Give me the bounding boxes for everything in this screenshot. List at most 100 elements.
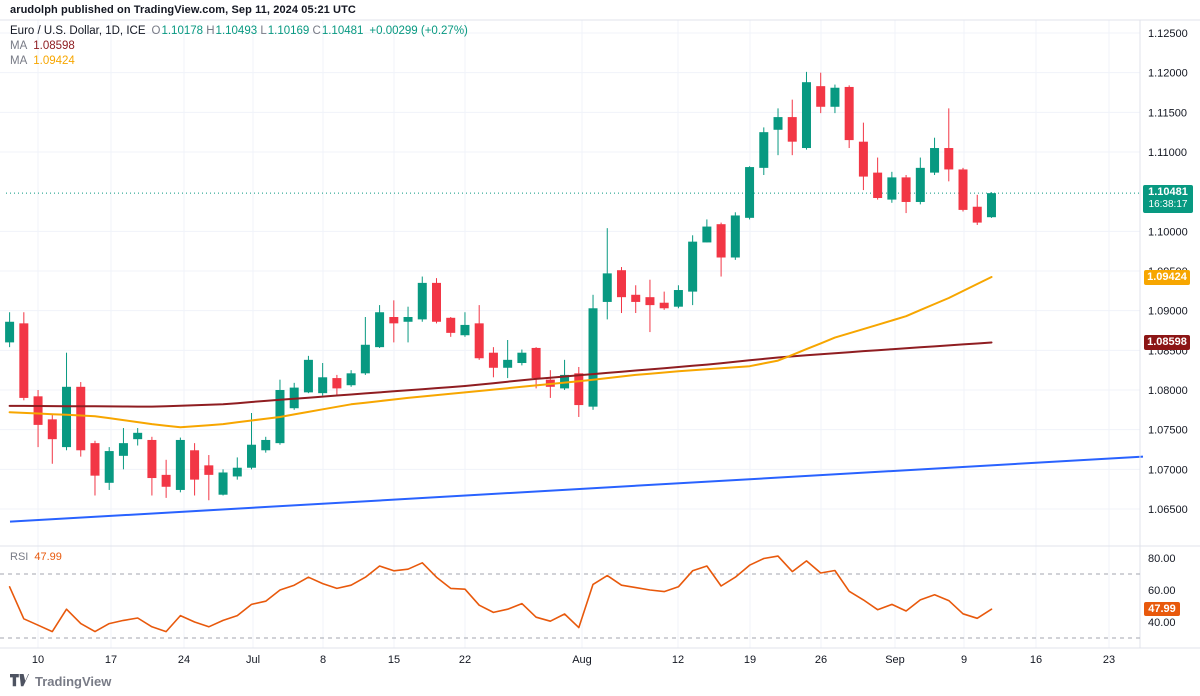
price-axis-label: 1.10000 bbox=[1148, 226, 1188, 238]
candle-body bbox=[858, 141, 868, 177]
ma-slow-axis-badge: 1.08598 bbox=[1144, 335, 1190, 350]
candles[interactable] bbox=[5, 71, 996, 501]
candle-body bbox=[716, 224, 726, 258]
ma-fast-legend-row[interactable]: MA 1.09424 bbox=[10, 54, 468, 69]
candle-body bbox=[787, 117, 797, 142]
tradingview-logo-icon bbox=[10, 674, 29, 687]
candle-body bbox=[204, 465, 214, 475]
candle-body bbox=[161, 474, 171, 487]
candle-body bbox=[432, 282, 441, 322]
candle-body bbox=[360, 344, 370, 374]
candle-body bbox=[588, 308, 598, 407]
candle-body bbox=[389, 317, 399, 324]
candle-body bbox=[844, 86, 854, 141]
ma-slow-label: MA bbox=[10, 40, 28, 52]
price-axis-label: 1.09000 bbox=[1148, 306, 1188, 318]
grid-lines bbox=[0, 20, 1140, 648]
candle-body bbox=[175, 439, 185, 490]
price-axis-label: 1.12000 bbox=[1148, 68, 1188, 80]
candle-body bbox=[5, 321, 15, 343]
rsi-label: RSI bbox=[10, 551, 29, 563]
last-price-badge: 1.10481 16:38:17 bbox=[1143, 185, 1193, 213]
candle-body bbox=[190, 450, 200, 480]
time-axis-label: Jul bbox=[246, 654, 260, 666]
candle-body bbox=[830, 87, 840, 107]
bar-countdown: 16:38:17 bbox=[1148, 199, 1188, 210]
candle-body bbox=[47, 419, 57, 440]
time-axis-label: 19 bbox=[744, 654, 756, 666]
candle-body bbox=[76, 386, 86, 451]
candle-body bbox=[730, 215, 740, 258]
candle-body bbox=[488, 352, 498, 368]
candle-body bbox=[930, 148, 940, 173]
candle-body bbox=[19, 323, 29, 398]
time-axis-label: Sep bbox=[885, 654, 905, 666]
candle-body bbox=[887, 177, 897, 200]
price-axis-label: 1.11500 bbox=[1148, 107, 1187, 119]
change-text: +0.00299 (+0.27%) bbox=[369, 25, 468, 37]
candle-body bbox=[90, 443, 100, 476]
tradingview-logo[interactable]: TradingView bbox=[10, 674, 111, 689]
candle-body bbox=[901, 177, 911, 202]
price-axis-label: 1.07500 bbox=[1148, 425, 1188, 437]
price-axis-label: 1.08000 bbox=[1148, 385, 1188, 397]
time-axis-label: 15 bbox=[388, 654, 400, 666]
time-axis-label: 12 bbox=[672, 654, 684, 666]
candle-body bbox=[673, 290, 683, 307]
time-axis-label: 22 bbox=[459, 654, 471, 666]
candle-body bbox=[474, 323, 484, 359]
rsi-value: 47.99 bbox=[34, 551, 62, 563]
ma-fast-label: MA bbox=[10, 55, 28, 67]
price-axis: 1.125001.120001.115001.110001.100001.095… bbox=[1148, 28, 1188, 629]
candle-body bbox=[986, 193, 996, 218]
price-axis-label: 1.12500 bbox=[1148, 28, 1188, 40]
ohlc-C: C 1.10481 bbox=[312, 25, 364, 37]
rsi-axis-label: 80.00 bbox=[1148, 553, 1176, 565]
ma-slow-legend-row[interactable]: MA 1.08598 bbox=[10, 39, 468, 54]
tradingview-logo-text: TradingView bbox=[35, 674, 112, 689]
candle-body bbox=[318, 377, 328, 394]
time-axis[interactable]: 10 17 24 Jul 8 15 22 Aug 12 19 26 Sep 9 16 23 bbox=[32, 654, 1115, 666]
ma-fast-axis-badge: 1.09424 bbox=[1144, 270, 1190, 285]
attribution-text: arudolph published on TradingView.com, S… bbox=[10, 4, 356, 16]
price-axis-label: 1.11000 bbox=[1148, 147, 1187, 159]
ma-fast-line bbox=[8, 276, 993, 429]
chart-legend: Euro / U.S. Dollar, 1D, ICE O 1.10178 H 1.… bbox=[10, 24, 468, 69]
pane-frame bbox=[0, 19, 1200, 649]
candle-body bbox=[118, 443, 128, 456]
candle-body bbox=[417, 282, 427, 320]
candle-body bbox=[602, 273, 612, 302]
rsi-legend-row[interactable]: RSI 47.99 bbox=[10, 551, 62, 563]
symbol-legend-row[interactable]: Euro / U.S. Dollar, 1D, ICE O 1.10178 H 1.… bbox=[10, 24, 468, 39]
candle-body bbox=[801, 82, 811, 149]
symbol-title: Euro / U.S. Dollar, 1D, ICE bbox=[10, 25, 146, 37]
candle-body bbox=[446, 317, 456, 333]
ma-slow-value: 1.08598 bbox=[33, 40, 75, 52]
rsi-axis-label: 40.00 bbox=[1148, 617, 1176, 629]
time-axis-label: 8 bbox=[320, 654, 326, 666]
time-axis-label: 17 bbox=[105, 654, 117, 666]
candle-body bbox=[346, 373, 356, 386]
time-axis-label: 16 bbox=[1030, 654, 1042, 666]
candle-body bbox=[33, 396, 43, 425]
candle-body bbox=[958, 169, 968, 210]
candle-body bbox=[745, 167, 755, 218]
rsi-axis-label: 60.00 bbox=[1148, 585, 1176, 597]
ma-lines bbox=[8, 276, 993, 429]
candle-body bbox=[332, 378, 342, 389]
candle-body bbox=[574, 373, 584, 406]
candle-body bbox=[631, 294, 641, 302]
time-axis-label: Aug bbox=[572, 654, 592, 666]
candle-body bbox=[645, 297, 655, 306]
time-axis-label: 10 bbox=[32, 654, 44, 666]
rsi-line bbox=[8, 555, 993, 633]
candle-body bbox=[915, 167, 925, 202]
rsi-pane[interactable] bbox=[0, 555, 1140, 639]
trendline-drawing[interactable] bbox=[9, 455, 1144, 523]
candle-body bbox=[759, 132, 769, 168]
time-axis-label: 26 bbox=[815, 654, 827, 666]
ohlc-H: H 1.10493 bbox=[206, 25, 258, 37]
candle-body bbox=[460, 324, 470, 336]
